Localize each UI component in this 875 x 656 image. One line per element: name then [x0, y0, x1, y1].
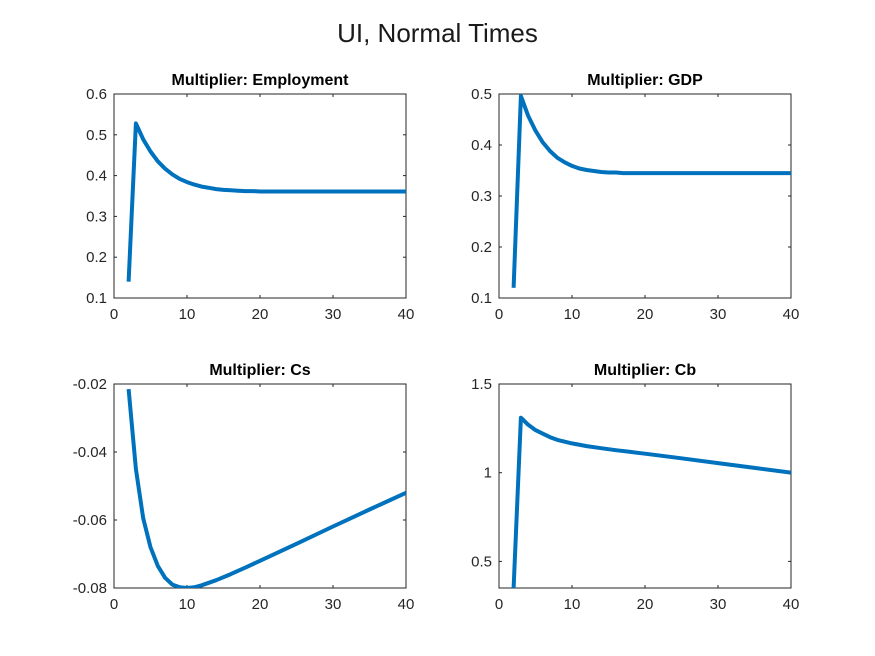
x-tick-label: 30: [325, 306, 342, 323]
y-tick-label: 0.4: [86, 168, 107, 185]
x-tick-label: 30: [710, 596, 727, 613]
x-tick-label: 10: [179, 306, 196, 323]
x-tick-label: 10: [179, 596, 196, 613]
x-tick-label: 40: [783, 306, 800, 323]
y-tick-label: 0.5: [471, 86, 492, 103]
y-tick-label: 0.2: [86, 249, 107, 266]
x-tick-label: 20: [637, 306, 654, 323]
subplot-title-gdp: Multiplier: GDP: [587, 72, 703, 89]
x-tick-label: 0: [495, 596, 503, 613]
subplot-title-employment: Multiplier: Employment: [172, 72, 350, 89]
series-line-cb: [511, 415, 791, 588]
x-tick-label: 40: [783, 596, 800, 613]
y-tick-label: 0.2: [471, 239, 492, 256]
x-tick-label: 20: [252, 596, 269, 613]
y-tick-label: 0.3: [471, 188, 492, 205]
x-tick-label: 0: [110, 596, 118, 613]
x-tick-label: 20: [252, 306, 269, 323]
subplot-title-cb: Multiplier: Cb: [594, 362, 696, 379]
x-tick-label: 0: [495, 306, 503, 323]
x-tick-label: 20: [637, 596, 654, 613]
axes-box-employment: [113, 93, 407, 299]
series-line-cs: [126, 388, 406, 588]
y-tick-label: 0.3: [86, 208, 107, 225]
y-tick-label: 0.5: [86, 127, 107, 144]
figure-title: UI, Normal Times: [337, 18, 538, 48]
x-tick-label: 0: [110, 306, 118, 323]
x-tick-label: 30: [710, 306, 727, 323]
subplot-title-cs: Multiplier: Cs: [209, 362, 310, 379]
y-tick-label: 1: [484, 465, 492, 482]
x-tick-label: 40: [398, 596, 415, 613]
y-tick-label: -0.08: [73, 580, 107, 597]
axes-box-cb: [498, 383, 792, 589]
x-tick-label: 30: [325, 596, 342, 613]
x-tick-label: 40: [398, 306, 415, 323]
y-tick-label: -0.06: [73, 512, 107, 529]
series-line-employment: [126, 121, 406, 282]
axes-box-cs: [113, 383, 407, 589]
y-tick-label: 0.6: [86, 86, 107, 103]
y-tick-label: 0.5: [471, 553, 492, 570]
y-tick-label: 0.1: [471, 290, 492, 307]
axes-box-gdp: [498, 93, 792, 299]
y-tick-label: -0.02: [73, 376, 107, 393]
y-tick-label: 0.1: [86, 290, 107, 307]
y-tick-label: 0.4: [471, 137, 492, 154]
x-tick-label: 10: [564, 306, 581, 323]
y-tick-label: -0.04: [73, 444, 107, 461]
x-tick-label: 10: [564, 596, 581, 613]
y-tick-label: 1.5: [471, 376, 492, 393]
series-line-gdp: [511, 94, 791, 288]
